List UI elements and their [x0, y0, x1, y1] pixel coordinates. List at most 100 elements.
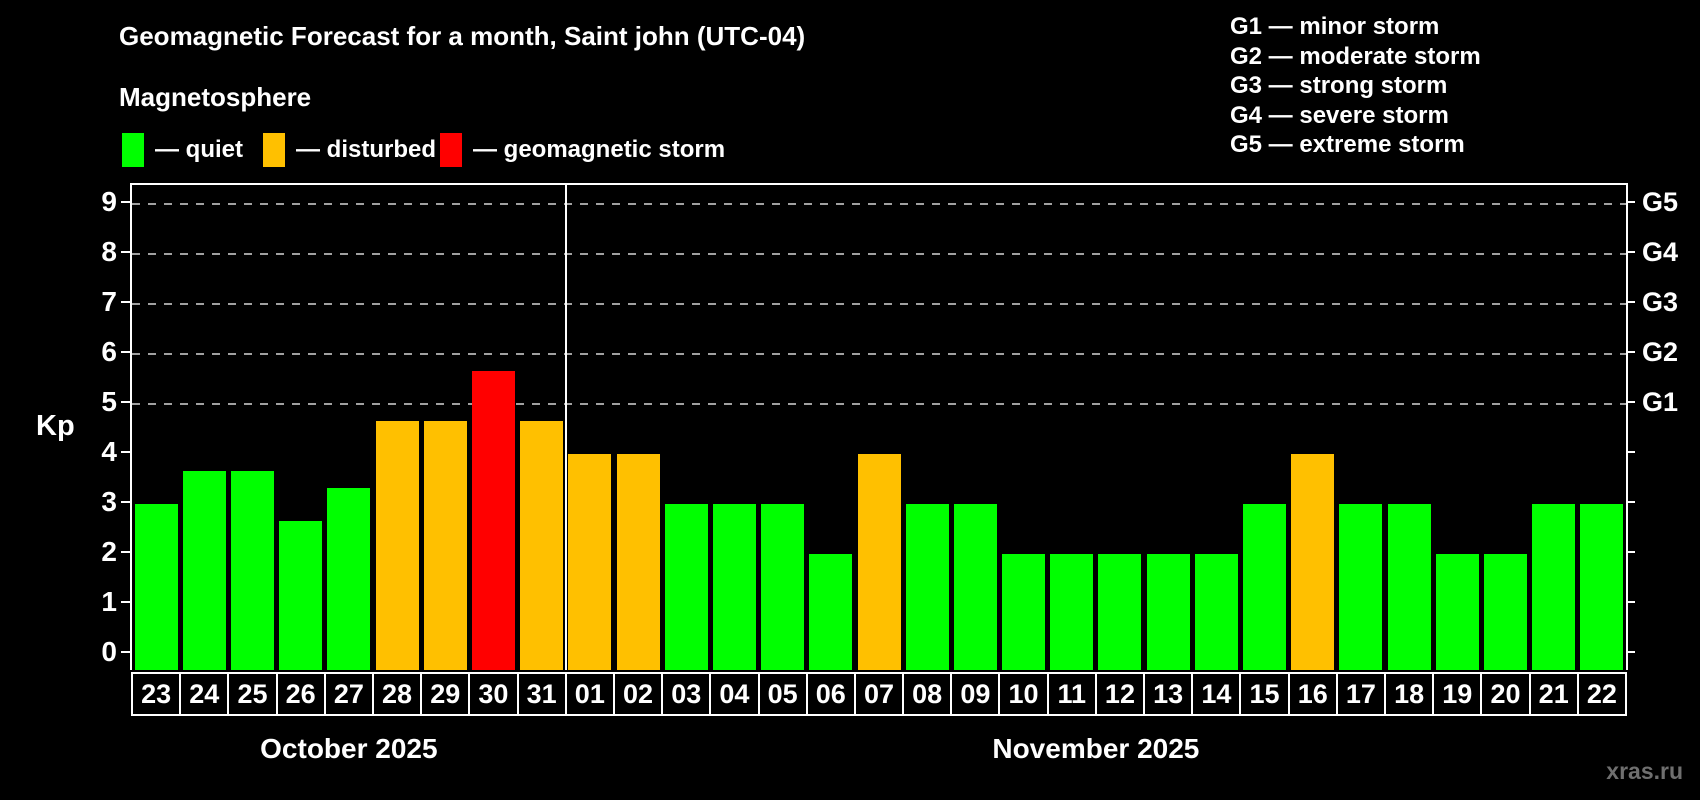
y-tick	[121, 401, 130, 403]
right-tick-label: G3	[1642, 287, 1679, 317]
month-label: November 2025	[992, 733, 1200, 764]
kp-axis-title: Kp	[36, 410, 75, 442]
y-tick	[121, 451, 130, 453]
y-tick	[121, 551, 130, 553]
right-tick	[1626, 251, 1635, 253]
date-cell: 09	[950, 672, 1001, 716]
kp-bar	[953, 504, 997, 670]
legend-item-quiet: — quiet	[122, 133, 243, 167]
right-tick	[1626, 601, 1635, 603]
date-cell: 16	[1287, 672, 1338, 716]
chart-subtitle: Magnetosphere	[119, 82, 312, 112]
legend-label: — quiet	[155, 136, 243, 163]
right-tick	[1626, 551, 1635, 553]
right-tick	[1626, 501, 1635, 503]
date-cell: 03	[661, 672, 712, 716]
gridline	[132, 403, 1626, 405]
gridline	[132, 303, 1626, 305]
kp-bar	[1002, 554, 1046, 670]
g-scale-line: G2 — moderate storm	[1230, 42, 1481, 70]
y-tick-label: 2	[101, 536, 117, 567]
kp-bar	[1098, 554, 1142, 670]
g-scale-line: G1 — minor storm	[1230, 13, 1440, 40]
kp-bar	[664, 504, 708, 670]
right-tick-label: G1	[1642, 387, 1679, 417]
kp-bar	[1484, 554, 1528, 670]
right-tick-label: G5	[1642, 187, 1679, 217]
date-cell: 26	[275, 672, 326, 716]
kp-bar	[1339, 504, 1383, 670]
kp-bar	[423, 420, 467, 670]
date-cell: 24	[179, 672, 230, 716]
date-cell: 18	[1384, 672, 1435, 716]
date-cell: 22	[1576, 672, 1627, 716]
date-cell: 05	[757, 672, 808, 716]
date-cell: 20	[1480, 672, 1531, 716]
plot-area	[130, 183, 1628, 670]
y-tick-label: 6	[101, 336, 117, 367]
kp-bar	[1050, 554, 1094, 670]
storm-swatch	[440, 133, 462, 167]
kp-bar	[1580, 504, 1624, 670]
right-tick	[1626, 201, 1635, 203]
right-tick	[1626, 451, 1635, 453]
kp-bar	[1243, 504, 1287, 670]
date-cell: 07	[853, 672, 905, 716]
kp-bar	[230, 470, 274, 670]
right-tick	[1626, 401, 1635, 403]
date-cell: 02	[612, 672, 664, 716]
legend-item-storm: — geomagnetic storm	[440, 133, 725, 167]
y-tick-label: 4	[101, 436, 117, 467]
watermark: xras.ru	[1606, 758, 1683, 784]
month-label: October 2025	[260, 733, 438, 764]
y-tick-label: 8	[101, 236, 117, 267]
y-tick	[121, 501, 130, 503]
legend-item-disturbed: — disturbed	[263, 133, 436, 167]
gridline	[132, 353, 1626, 355]
g-scale-line: G3 — strong storm	[1230, 72, 1448, 100]
date-cell: 27	[323, 672, 374, 716]
right-tick-label: G2	[1642, 337, 1679, 367]
y-tick	[121, 601, 130, 603]
legend-label: — geomagnetic storm	[473, 136, 726, 163]
gridline	[132, 203, 1626, 205]
g-scale-legend: G1 — minor storm G2 — moderate storm G3 — …	[1230, 12, 1481, 160]
kp-bar	[1146, 554, 1190, 670]
date-cell: 31	[516, 672, 567, 716]
kp-bar	[1435, 554, 1479, 670]
right-tick	[1626, 351, 1635, 353]
g-scale-line: G4 — severe storm	[1230, 101, 1449, 129]
y-tick-label: 5	[101, 386, 117, 417]
kp-bar	[905, 504, 949, 670]
date-cell: 21	[1528, 672, 1579, 716]
kp-bar	[1532, 504, 1576, 670]
kp-bar	[1291, 454, 1335, 670]
disturbed-swatch	[263, 133, 285, 167]
kp-bar	[279, 520, 323, 670]
kp-bar	[857, 454, 901, 670]
month-separator	[564, 185, 567, 670]
date-cell: 10	[998, 672, 1049, 716]
kp-bar	[616, 454, 660, 670]
g-scale-line: G5 — extreme storm	[1230, 131, 1465, 159]
date-cell: 14	[1191, 672, 1242, 716]
y-tick	[121, 351, 130, 353]
kp-bar	[471, 370, 515, 670]
kp-bar	[520, 420, 564, 670]
y-tick-label: 3	[101, 486, 117, 517]
kp-bar	[182, 470, 226, 670]
kp-bar	[1194, 554, 1238, 670]
date-cell: 08	[902, 672, 953, 716]
kp-bar	[375, 420, 419, 670]
y-tick-label: 1	[101, 586, 117, 617]
date-cell: 25	[227, 672, 278, 716]
y-tick-label: 7	[101, 286, 117, 317]
date-cell: 29	[420, 672, 471, 716]
right-tick-label: G4	[1642, 237, 1679, 267]
quiet-swatch	[122, 133, 144, 167]
right-tick	[1626, 301, 1635, 303]
date-cell: 01	[564, 672, 615, 716]
y-tick	[121, 201, 130, 203]
kp-bar	[809, 554, 853, 670]
